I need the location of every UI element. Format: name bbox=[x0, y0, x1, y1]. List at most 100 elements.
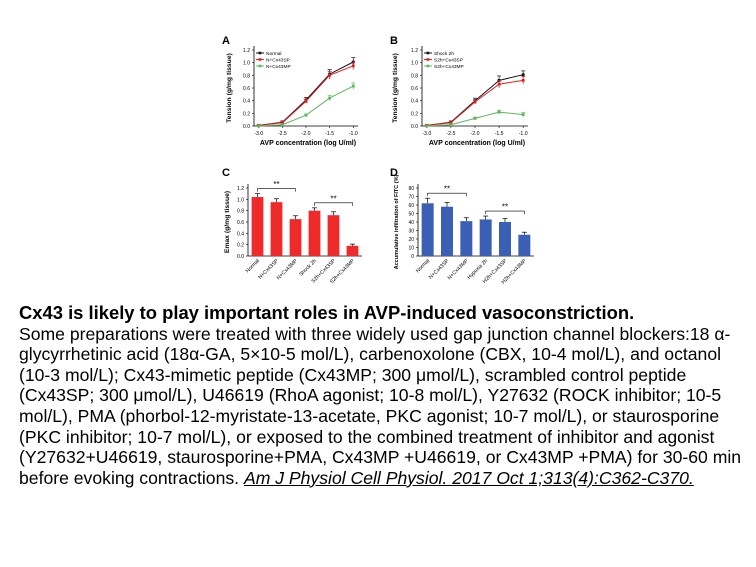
y-tick-label: 50 bbox=[408, 212, 414, 218]
y-tick-label: 0.8 bbox=[243, 73, 250, 79]
y-tick-label: 0.2 bbox=[411, 111, 418, 117]
y-tick-label: 0.4 bbox=[411, 99, 418, 105]
y-tick-label: 0.0 bbox=[411, 124, 418, 130]
data-point bbox=[257, 124, 261, 128]
bar bbox=[346, 245, 359, 256]
legend-label: Normal bbox=[266, 51, 281, 57]
legend-label: Shock 2h bbox=[434, 51, 454, 57]
y-tick-label: 1.2 bbox=[237, 186, 244, 192]
y-tick-label: 1.0 bbox=[411, 61, 418, 67]
legend-label: N+Cx43MP bbox=[266, 64, 291, 70]
legend-marker bbox=[258, 64, 262, 68]
y-tick-label: 0.4 bbox=[243, 99, 250, 105]
x-tick-label: -3.0 bbox=[422, 131, 431, 137]
data-point bbox=[521, 73, 525, 77]
y-tick-label: 10 bbox=[408, 246, 414, 252]
y-tick-label: 0.6 bbox=[243, 86, 250, 92]
data-point bbox=[497, 82, 501, 86]
y-tick-label: 80 bbox=[408, 186, 414, 192]
bar bbox=[327, 215, 340, 256]
bar bbox=[289, 219, 302, 256]
legend-label: S2h+Cx43SP bbox=[434, 57, 463, 63]
caption-citation[interactable]: Am J Physiol Cell Physiol. 2017 Oct 1;31… bbox=[243, 467, 694, 488]
y-tick-label: 0.4 bbox=[237, 231, 244, 237]
bar bbox=[460, 221, 473, 256]
significance-bracket bbox=[314, 202, 353, 206]
y-tick-label: 30 bbox=[408, 229, 414, 235]
bar bbox=[270, 202, 283, 256]
data-point bbox=[425, 124, 429, 128]
legend-marker bbox=[426, 64, 430, 68]
y-tick-label: 0.8 bbox=[411, 73, 418, 79]
significance-label: ** bbox=[273, 180, 279, 189]
y-tick-label: 0 bbox=[411, 254, 414, 260]
x-axis-label: AVP concentration (log U/ml) bbox=[429, 140, 525, 147]
significance-label: ** bbox=[502, 203, 508, 212]
x-tick-label: -2.0 bbox=[471, 131, 480, 137]
y-tick-label: 0.0 bbox=[243, 124, 250, 130]
y-tick-label: 1.2 bbox=[243, 48, 250, 54]
data-point bbox=[449, 121, 453, 125]
x-tick-label: -1.0 bbox=[349, 131, 358, 137]
data-point bbox=[280, 121, 284, 125]
data-point bbox=[449, 123, 453, 127]
legend-marker bbox=[426, 58, 430, 61]
legend-marker bbox=[426, 51, 430, 55]
caption-title: Cx43 is likely to play important roles i… bbox=[19, 302, 635, 323]
panel-b-letter: B bbox=[390, 35, 398, 47]
x-tick-label: -1.0 bbox=[519, 131, 528, 137]
x-tick-label: -1.5 bbox=[325, 131, 334, 137]
legend-label: N+Cx43SP bbox=[266, 57, 290, 63]
y-tick-label: 70 bbox=[408, 195, 414, 201]
y-tick-label: 0.6 bbox=[411, 86, 418, 92]
figure: A 0.0 0.2 0.4 0.6 0.8 1.0 1.2 Tension (g/mg tiss… bbox=[222, 35, 534, 285]
data-point bbox=[280, 123, 284, 127]
x-tick-label: -2.5 bbox=[278, 131, 287, 137]
bar bbox=[421, 203, 434, 256]
panel-a-letter: A bbox=[222, 35, 230, 47]
x-category-label: Normal bbox=[415, 258, 431, 274]
figure-svg: A 0.0 0.2 0.4 0.6 0.8 1.0 1.2 Tension (g/mg tiss… bbox=[222, 35, 534, 285]
bar bbox=[251, 197, 264, 256]
y-tick-label: 60 bbox=[408, 203, 414, 209]
y-axis-label: Tension (g/mg tissue) bbox=[392, 53, 399, 123]
legend-marker bbox=[258, 58, 262, 61]
y-tick-label: 0.6 bbox=[237, 220, 244, 226]
y-tick-label: 40 bbox=[408, 220, 414, 226]
x-tick-label: -1.5 bbox=[495, 131, 504, 137]
x-tick-label: -2.0 bbox=[302, 131, 311, 137]
y-tick-label: 0.0 bbox=[237, 254, 244, 260]
x-category-label: Normal bbox=[245, 258, 261, 274]
significance-bracket bbox=[257, 188, 296, 192]
data-point bbox=[304, 99, 308, 103]
y-tick-label: 1.0 bbox=[237, 197, 244, 203]
data-point bbox=[351, 64, 355, 68]
x-tick-label: -2.5 bbox=[446, 131, 455, 137]
x-category-label: N+Cx43MP bbox=[276, 258, 299, 281]
y-tick-label: 0.8 bbox=[237, 209, 244, 215]
data-point bbox=[304, 113, 308, 117]
y-tick-label: 0.2 bbox=[243, 111, 250, 117]
legend-label: S2h+Cx43MP bbox=[434, 64, 464, 70]
significance-bracket bbox=[427, 192, 467, 197]
bar bbox=[499, 222, 511, 256]
data-point bbox=[473, 117, 477, 120]
y-axis-label: Tension (g/mg tissue) bbox=[226, 53, 233, 123]
significance-label: ** bbox=[444, 185, 450, 194]
data-point bbox=[328, 96, 332, 100]
legend-marker bbox=[258, 51, 262, 55]
caption-body: Some preparations were treated with thre… bbox=[19, 323, 742, 488]
data-point bbox=[521, 113, 525, 116]
bar bbox=[308, 210, 321, 256]
data-point bbox=[328, 73, 332, 77]
bar bbox=[479, 219, 492, 256]
x-axis-label: AVP concentration (log U/ml) bbox=[260, 140, 356, 147]
y-tick-label: 0.2 bbox=[237, 243, 244, 249]
data-point bbox=[473, 100, 477, 104]
data-point bbox=[521, 79, 525, 82]
bar bbox=[441, 206, 453, 256]
y-axis-label: Accumulative infiltration of FITC (%) bbox=[394, 174, 400, 269]
y-tick-label: 20 bbox=[408, 237, 414, 243]
bar bbox=[518, 234, 531, 256]
significance-bracket bbox=[485, 210, 525, 215]
